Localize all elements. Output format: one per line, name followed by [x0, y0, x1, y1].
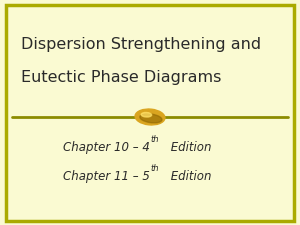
Text: Chapter 10 – 4: Chapter 10 – 4	[63, 141, 150, 154]
Ellipse shape	[141, 112, 152, 117]
Ellipse shape	[135, 109, 165, 125]
Ellipse shape	[140, 114, 162, 123]
Text: Edition: Edition	[167, 170, 211, 183]
Text: th: th	[150, 164, 158, 173]
Text: Eutectic Phase Diagrams: Eutectic Phase Diagrams	[21, 70, 221, 85]
Text: Chapter 11 – 5: Chapter 11 – 5	[63, 170, 150, 183]
Text: th: th	[150, 135, 158, 144]
Text: Dispersion Strengthening and: Dispersion Strengthening and	[21, 38, 261, 52]
Text: Edition: Edition	[167, 141, 211, 154]
